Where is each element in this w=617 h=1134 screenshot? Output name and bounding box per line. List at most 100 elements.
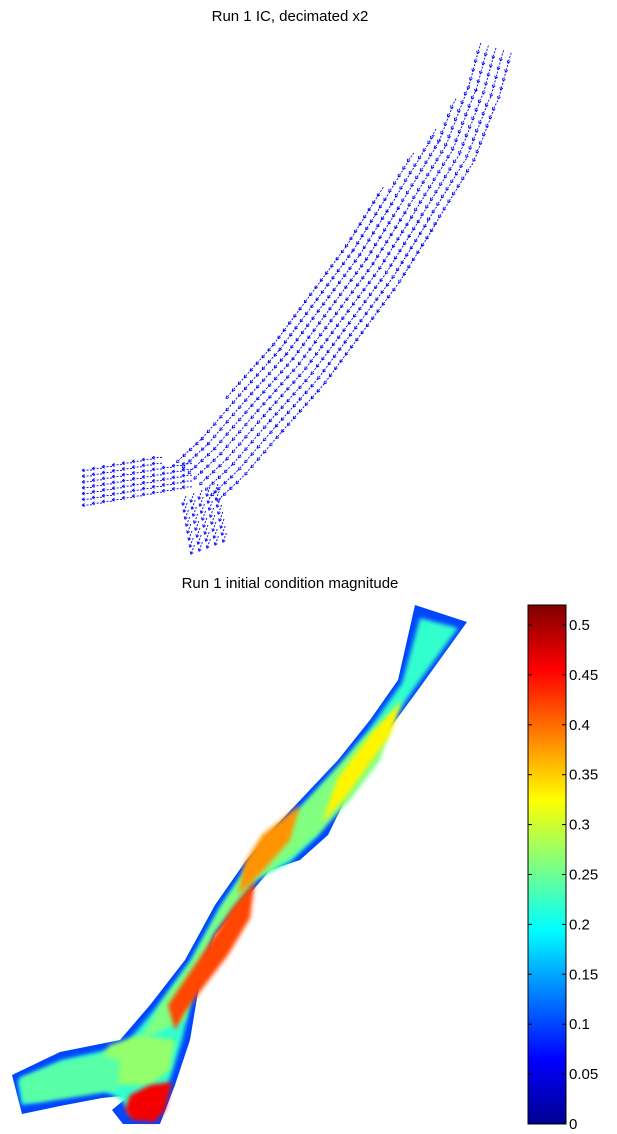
velocity-arrow (409, 239, 417, 250)
velocity-arrow (416, 244, 424, 255)
velocity-arrow (218, 511, 224, 522)
velocity-arrow (378, 198, 386, 209)
velocity-arrow (101, 464, 113, 469)
velocity-arrow (285, 346, 293, 356)
velocity-arrow (380, 241, 388, 251)
velocity-arrow (225, 389, 234, 400)
velocity-arrow (171, 469, 183, 474)
colorbar-tick-label: 0.05 (569, 1066, 598, 1083)
colorbar-tick-label: 0.4 (569, 717, 590, 734)
velocity-arrow (193, 471, 202, 480)
velocity-arrow (401, 223, 408, 234)
velocity-arrow (151, 490, 163, 495)
velocity-arrow (131, 465, 143, 470)
velocity-arrow (131, 459, 143, 464)
velocity-arrow (171, 475, 183, 480)
velocity-arrow (385, 203, 393, 213)
velocity-arrow (207, 500, 213, 511)
velocity-arrow (101, 470, 113, 475)
velocity-arrow (91, 501, 103, 506)
middle-channel (140, 712, 395, 1040)
velocity-arrow (187, 530, 193, 541)
velocity-arrow (198, 496, 204, 507)
velocity-arrow (131, 482, 143, 487)
velocity-arrow (349, 230, 357, 241)
velocity-arrow (101, 499, 113, 504)
colorbar-tick-label: 0.1 (569, 1016, 590, 1033)
velocity-arrow (111, 497, 123, 502)
velocity-arrow (497, 88, 503, 100)
velocity-arrow (376, 186, 384, 197)
velocity-arrow (111, 486, 123, 491)
velocity-arrow (101, 487, 113, 492)
velocity-arrow (362, 239, 370, 250)
velocity-arrow (402, 266, 410, 276)
velocity-arrow (141, 486, 153, 491)
velocity-arrow (472, 151, 479, 162)
velocity-arrow (121, 472, 133, 477)
velocity-arrow (181, 461, 193, 466)
velocity-arrow (394, 249, 401, 260)
velocity-arrow (141, 492, 153, 497)
velocity-arrow (358, 216, 366, 226)
velocity-arrow (81, 503, 93, 508)
colorbar-tick-label: 0.25 (569, 866, 598, 883)
velocity-arrow (220, 525, 226, 536)
velocity-arrow (407, 228, 415, 238)
velocity-arrow (396, 200, 404, 211)
velocity-arrow (121, 478, 133, 483)
velocity-arrow (410, 209, 418, 220)
colorbar-tick-label: 0.3 (569, 817, 590, 834)
velocity-arrow (244, 466, 253, 476)
velocity-arrow (278, 341, 286, 352)
velocity-arrow (141, 463, 153, 468)
velocity-arrow (171, 486, 183, 491)
velocity-arrow (171, 481, 183, 486)
velocity-arrow (291, 351, 299, 361)
quiver-title: Run 1 IC, decimated x2 (211, 8, 369, 25)
velocity-arrow (111, 491, 123, 496)
velocity-arrow (387, 245, 395, 256)
velocity-arrow (238, 461, 246, 471)
velocity-arrow (201, 510, 207, 521)
velocity-arrow (101, 493, 113, 498)
velocity-arrow (376, 217, 384, 228)
velocity-arrow (356, 235, 364, 245)
velocity-arrow (161, 482, 173, 487)
velocity-arrow (210, 514, 216, 525)
velocity-arrow (381, 210, 388, 221)
velocity-arrow (121, 490, 133, 495)
velocity-arrow (221, 532, 227, 543)
velocity-arrow (131, 488, 143, 493)
velocity-arrow (151, 484, 163, 489)
velocity-arrow (189, 544, 195, 555)
velocity-arrow (372, 194, 380, 205)
left-branch (20, 1055, 120, 1102)
velocity-arrow (376, 248, 384, 259)
colorbar-bar (527, 604, 567, 1125)
middle-core (238, 805, 300, 895)
velocity-arrow (121, 495, 133, 500)
velocity-arrow (176, 454, 185, 464)
velocity-arrow (430, 222, 438, 233)
colorbar-tick-label: 0.35 (569, 767, 598, 784)
velocity-arrow (188, 537, 194, 548)
velocity-arrow (121, 484, 133, 489)
velocity-arrow (205, 538, 211, 549)
colorbar-tick-label: 0.45 (569, 667, 598, 684)
velocity-arrow (391, 238, 399, 249)
velocity-arrow (121, 461, 133, 466)
velocity-arrow (101, 476, 113, 481)
colorbar-tick-label: 0.15 (569, 966, 598, 983)
velocity-arrow (213, 535, 219, 546)
velocity-arrow (200, 431, 209, 441)
velocity-arrow (111, 462, 123, 467)
velocity-arrow (161, 477, 173, 482)
velocity-arrow (392, 207, 400, 218)
velocity-arrow (387, 214, 395, 225)
velocity-arrow (389, 257, 397, 268)
velocity-arrow (351, 242, 359, 253)
magnitude-field (12, 605, 467, 1124)
velocity-arrow (131, 476, 143, 481)
colorbar-tick-label: 0 (569, 1116, 577, 1133)
